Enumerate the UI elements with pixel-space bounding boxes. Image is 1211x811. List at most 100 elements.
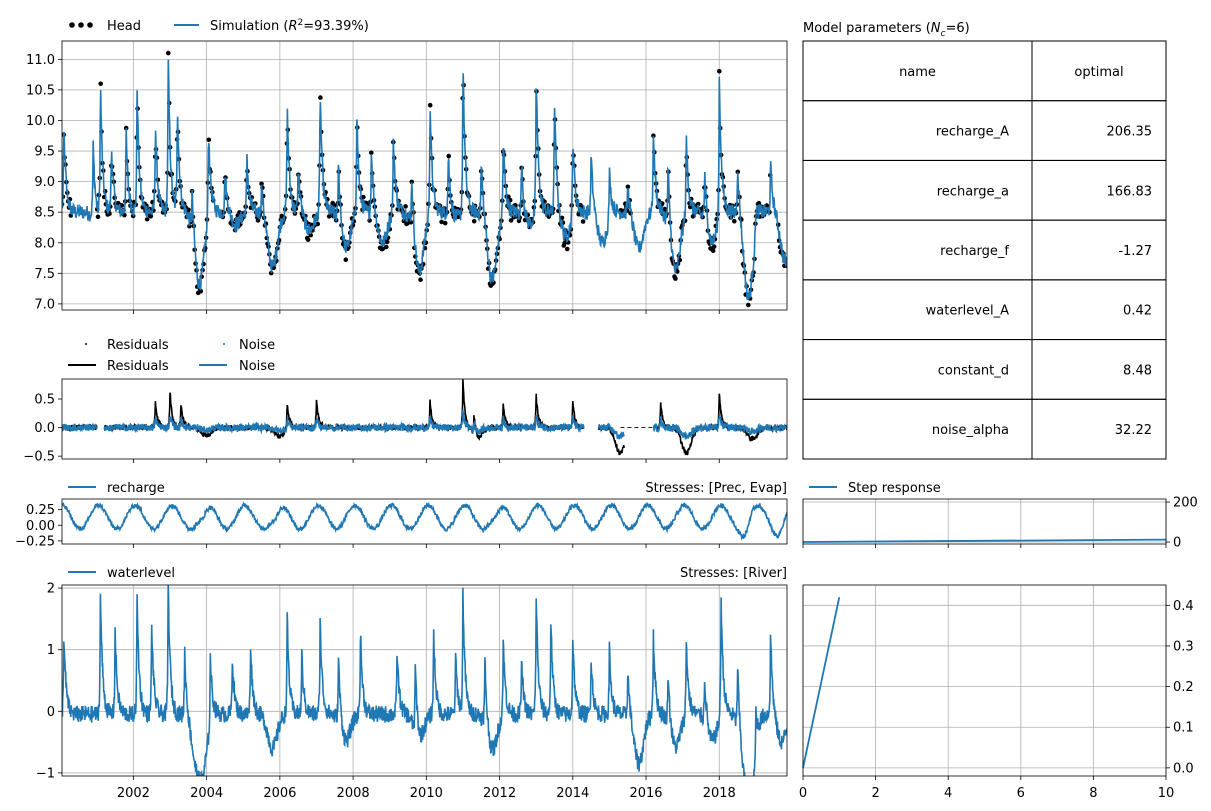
noise-legend-label: Noise — [239, 338, 275, 353]
waterlevel-legend-label: waterlevel — [107, 566, 175, 581]
waterlevel-panel-frame — [61, 584, 788, 777]
step-response-2-frame — [802, 584, 1167, 777]
head-panel-ytick-label: 8.5 — [34, 206, 55, 221]
residuals-legend-label: Residuals — [107, 338, 169, 353]
head-point — [508, 218, 514, 223]
head-point — [439, 219, 444, 225]
head-point — [361, 194, 366, 200]
head-point — [673, 276, 678, 281]
recharge-panel-ytick-label: 0.00 — [26, 519, 55, 534]
head-point — [326, 214, 332, 219]
step-response-2-xtick-label: 4 — [944, 786, 952, 801]
head-point — [565, 246, 570, 252]
step-response-2-ytick-label: 0.0 — [1173, 761, 1194, 776]
head-point — [446, 153, 452, 159]
step-response-waterlevel-line — [802, 597, 841, 769]
waterlevel-panel-xtick-label: 2004 — [190, 786, 223, 801]
head-panel-frame — [61, 40, 788, 311]
waterlevel-panel-ytick-label: −1 — [36, 766, 55, 781]
head-point — [148, 214, 154, 219]
head-point — [384, 244, 389, 250]
recharge-panel-ytick-label: 0.25 — [26, 503, 55, 518]
step-response-2-xtick-label: 10 — [1158, 786, 1175, 801]
head-point — [732, 218, 737, 224]
table-header-optimal: optimal — [1074, 65, 1123, 80]
head-point — [559, 215, 565, 221]
step-response-2-xtick-label: 6 — [1017, 786, 1025, 801]
head-panel-ytick-label: 10.0 — [26, 114, 55, 129]
parameters-title: Model parameters (Nc=6) — [803, 21, 970, 39]
head-point — [735, 169, 741, 175]
head-point — [409, 179, 415, 185]
head-panel-ytick-label: 9.5 — [34, 145, 55, 160]
head-point — [651, 133, 656, 138]
head-legend: Head Simulation (R2=93.39%) — [69, 18, 369, 34]
table-param-name: waterlevel_A — [926, 304, 1009, 319]
table-param-name: noise_alpha — [932, 423, 1009, 438]
table-param-value: 8.48 — [1123, 363, 1152, 378]
head-legend-marker — [87, 22, 93, 28]
noise-legend-label-2: Noise — [239, 359, 275, 374]
head-point — [522, 217, 528, 223]
head-point — [764, 203, 770, 208]
residuals-legend-marker — [85, 343, 87, 345]
waterlevel-panel-xtick-label: 2006 — [263, 786, 296, 801]
head-point — [403, 204, 408, 209]
table-param-value: 206.35 — [1107, 125, 1153, 140]
table-header-name: name — [899, 65, 936, 80]
recharge-legend-label: recharge — [107, 481, 165, 496]
head-point — [625, 184, 631, 190]
head-point — [98, 81, 103, 87]
head-point — [471, 218, 477, 224]
step-response-2-ytick-label: 0.3 — [1173, 639, 1194, 654]
head-point — [380, 246, 386, 252]
table-cell — [1031, 398, 1167, 460]
head-point — [144, 216, 150, 222]
simulation-line — [62, 59, 787, 301]
table-param-name: recharge_A — [936, 125, 1009, 140]
waterlevel-panel-ytick-label: 2 — [47, 582, 55, 597]
step-response-2-ytick-label: 0.2 — [1173, 680, 1194, 695]
waterlevel-panel-xtick-label: 2002 — [117, 786, 150, 801]
head-point — [695, 201, 701, 207]
residuals-panel-ytick-label: 0.5 — [34, 393, 55, 408]
residuals-legend: Residuals Noise Residuals Noise — [68, 338, 275, 374]
head-point — [562, 240, 567, 246]
head-point — [418, 277, 423, 283]
residuals-panel-ytick-label: 0.0 — [34, 421, 55, 436]
step-response-1-ytick-label: 0 — [1173, 536, 1181, 551]
step-response-recharge-line — [802, 538, 1167, 543]
residuals-panel-axes: −0.5 0.0 0.5 — [23, 393, 720, 465]
table-param-name: recharge_a — [937, 184, 1009, 199]
head-point — [318, 95, 323, 100]
head-panel-ytick-label: 7.5 — [34, 267, 55, 282]
head-point — [662, 206, 668, 212]
table-param-name: constant_d — [938, 363, 1009, 378]
head-point — [711, 244, 717, 249]
head-point — [746, 302, 751, 308]
waterlevel-panel-xtick-label: 2016 — [629, 786, 662, 801]
parameters-table: Model parameters (Nc=6) name optimal rechar… — [802, 21, 1167, 460]
head-point — [384, 239, 390, 245]
head-legend-marker — [78, 22, 84, 28]
waterlevel-panel-xtick-label: 2014 — [556, 786, 589, 801]
waterlevel-stresses-title: Stresses: [River] — [680, 566, 787, 581]
waterlevel-panel-ytick-label: 1 — [47, 643, 55, 658]
recharge-panel-ytick-label: −0.25 — [15, 534, 55, 549]
head-point — [580, 219, 586, 224]
recharge-panel-axes: −0.250.000.25 — [15, 503, 720, 549]
head-panel-ytick-label: 8.0 — [34, 236, 55, 251]
table-param-value: 166.83 — [1107, 184, 1153, 199]
head-point — [717, 69, 722, 74]
step-response-legend-label: Step response — [848, 481, 941, 496]
recharge-stresses-title: Stresses: [Prec, Evap] — [645, 481, 787, 496]
head-point — [187, 224, 192, 229]
residuals-panel-ytick-label: −0.5 — [23, 450, 55, 465]
head-point — [710, 248, 716, 253]
step-response-1-axes: 0 200 — [802, 496, 1198, 551]
head-point — [186, 207, 191, 213]
head-panel-axes: 7.0 7.5 8.0 8.5 9.0 9.5 10.0 10.5 11.0 — [26, 41, 787, 314]
head-point — [166, 50, 171, 56]
head-point — [305, 237, 311, 242]
head-legend-label: Head — [107, 19, 141, 34]
